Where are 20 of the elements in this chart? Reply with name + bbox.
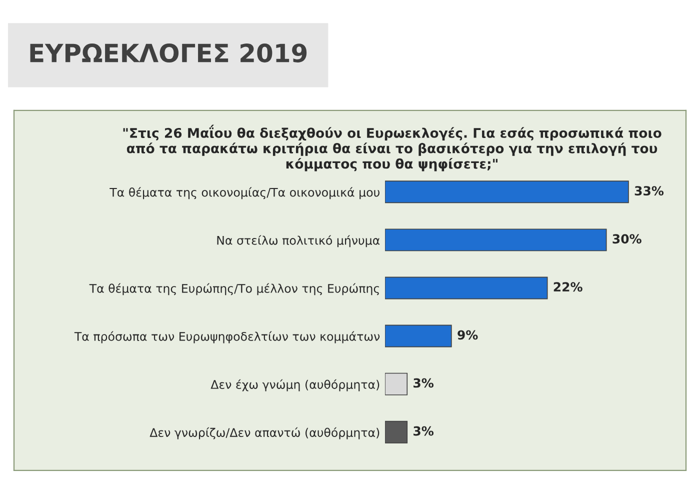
data-label: 30%	[612, 234, 642, 244]
bar	[385, 228, 607, 252]
data-label: 3%	[414, 426, 434, 436]
bar	[385, 324, 452, 348]
y-tick-label: Να στείλω πολιτικό μήνυμα	[217, 235, 380, 248]
bar	[385, 372, 408, 396]
bar	[385, 420, 408, 444]
text: ΕΥΡΩΕΚΛΟΓΕΣ 2019	[30, 44, 307, 62]
data-label: 9%	[458, 330, 478, 340]
data-label: 3%	[414, 378, 434, 388]
y-tick-label: Δεν γνωρίζω/Δεν απαντώ (αυθόρμητα)	[150, 427, 380, 440]
y-tick-label: Τα πρόσωπα των Ευρωψηφοδελτίων των κομμάτων	[74, 331, 380, 344]
data-label: 33%	[634, 186, 664, 196]
bar	[385, 276, 548, 300]
bar	[385, 180, 629, 204]
chart-subtitle: "Στις 26 Μαΐου θα διεξαχθούν οι Ευρωεκλογές. Για εσάς προσωπικά ποιο από τα παρακάτω κριτήρια θα είναι το βασικότερο για την επιλογή του κόμματος που θα ψηφίσετε;"	[123, 124, 662, 172]
data-label: 22%	[554, 282, 582, 292]
y-tick-label: Δεν έχω γνώμη (αυθόρμητα)	[210, 379, 380, 392]
y-tick-label: Τα θέματα της Ευρώπης/Το μέλλον της Ευρώπης	[89, 283, 379, 296]
y-tick-label: Τα θέματα της οικονομίας/Τα οικονομικά μου	[110, 187, 380, 200]
